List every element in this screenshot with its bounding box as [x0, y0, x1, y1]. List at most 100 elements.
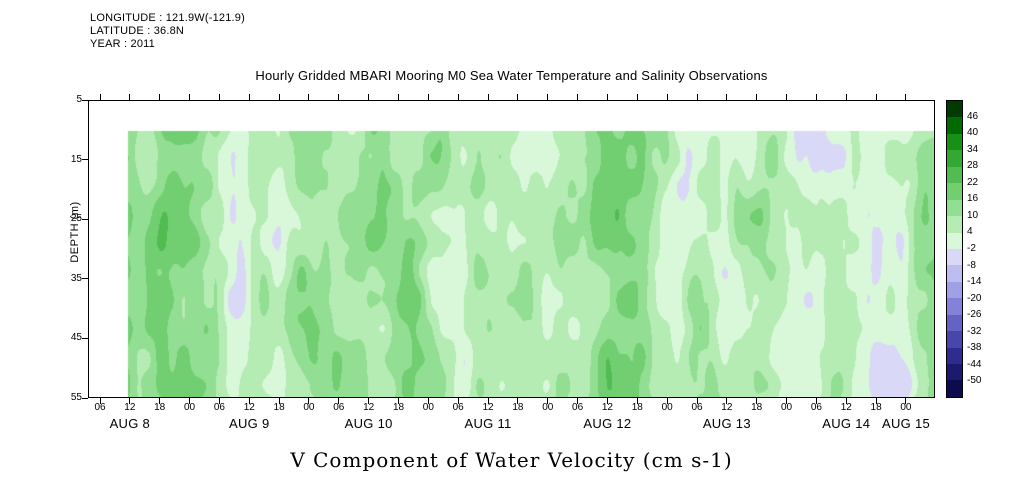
x-tick-mark-top	[99, 94, 101, 100]
colorbar-segment	[947, 166, 962, 184]
x-tick-mark-top	[547, 94, 549, 100]
y-tick-mark	[82, 397, 88, 399]
x-tick-mark-bottom	[726, 398, 728, 404]
x-hour-label: 06	[572, 402, 584, 413]
x-tick-mark-top	[248, 94, 250, 100]
latitude-label: LATITUDE : 36.8N	[90, 25, 185, 37]
x-tick-mark-top	[338, 94, 340, 100]
x-hour-label: 06	[213, 402, 225, 413]
x-tick-mark-bottom	[218, 398, 220, 404]
x-tick-mark-top	[577, 94, 579, 100]
colorbar-segment	[947, 380, 962, 397]
x-hour-label: 12	[363, 402, 375, 413]
x-tick-mark-top	[815, 94, 817, 100]
x-hour-label: 00	[900, 402, 912, 413]
x-tick-mark-bottom	[338, 398, 340, 404]
x-hour-label: 00	[183, 402, 196, 413]
x-tick-mark-bottom	[517, 398, 519, 404]
x-hour-label: 06	[452, 402, 464, 413]
x-tick-mark-bottom	[577, 398, 579, 404]
x-tick-mark-bottom	[368, 398, 370, 404]
x-hour-label: 12	[721, 402, 733, 413]
x-hour-label: 12	[601, 402, 613, 413]
x-hour-label: 12	[840, 402, 852, 413]
x-tick-mark-top	[756, 94, 758, 100]
date-label: AUG 12	[583, 416, 632, 431]
colorbar-label: 10	[967, 209, 979, 221]
x-tick-mark-bottom	[636, 398, 638, 404]
x-tick-mark-bottom	[248, 398, 250, 404]
x-hour-label: 18	[870, 402, 882, 413]
x-tick-mark-bottom	[786, 398, 788, 404]
y-tick-label: 25	[70, 213, 82, 225]
x-hour-label: 18	[273, 402, 285, 413]
x-tick-mark-top	[666, 94, 668, 100]
x-tick-mark-top	[845, 94, 847, 100]
plot-title: Hourly Gridded MBARI Mooring M0 Sea Wate…	[255, 68, 768, 83]
x-tick-mark-top	[308, 94, 310, 100]
colorbar-segment	[947, 331, 962, 348]
y-axis-title: DEPTH (m)	[69, 201, 81, 263]
x-hour-label: 00	[303, 402, 315, 413]
x-hour-label: 12	[124, 402, 136, 413]
date-label: AUG 15	[881, 416, 931, 431]
longitude-label: LONGITUDE : 121.9W(-121.9)	[90, 12, 245, 24]
y-tick-label: 5	[76, 94, 82, 105]
date-label: AUG 14	[822, 416, 871, 431]
x-tick-mark-bottom	[547, 398, 549, 404]
x-tick-mark-bottom	[845, 398, 847, 404]
x-tick-mark-top	[696, 94, 698, 100]
colorbar-label: -44	[967, 358, 982, 370]
x-tick-mark-bottom	[99, 398, 101, 404]
colorbar-label: -38	[967, 342, 982, 354]
colorbar-segment	[947, 150, 962, 167]
y-tick-mark	[82, 99, 88, 101]
date-label: AUG 10	[344, 416, 393, 431]
metadata-block: LONGITUDE : 121.9W(-121.9) LATITUDE : 36…	[90, 12, 245, 51]
x-tick-mark-top	[159, 94, 161, 100]
x-tick-mark-top	[905, 94, 907, 100]
y-tick-label: 15	[70, 153, 82, 165]
y-tick-label: 45	[70, 332, 82, 344]
colorbar-label: -20	[967, 292, 982, 304]
y-tick-label: 55	[70, 392, 82, 403]
x-hour-label: 00	[661, 402, 673, 413]
colorbar-segment	[947, 133, 962, 151]
x-tick-mark-bottom	[398, 398, 399, 404]
x-tick-mark-top	[726, 94, 728, 100]
date-label: AUG 8	[109, 416, 151, 431]
x-tick-mark-top	[427, 94, 429, 100]
date-label: AUG 11	[464, 416, 512, 431]
colorbar-label: -26	[967, 309, 982, 321]
x-hour-label: 00	[780, 402, 793, 413]
x-tick-mark-bottom	[308, 398, 310, 404]
x-hour-label: 18	[392, 402, 405, 413]
x-tick-mark-top	[189, 94, 191, 100]
colorbar-label: -14	[967, 276, 982, 288]
x-tick-mark-bottom	[189, 398, 191, 404]
x-tick-mark-top	[487, 94, 489, 100]
x-tick-mark-top	[875, 94, 877, 100]
colorbar-segment	[947, 117, 962, 134]
x-hour-label: 12	[243, 402, 255, 413]
x-tick-mark-bottom	[427, 398, 429, 404]
colorbar-label: 16	[967, 193, 979, 205]
plot-area	[88, 100, 935, 398]
colorbar-segment	[947, 265, 962, 282]
colorbar-label: 22	[967, 176, 979, 188]
x-axis-title: V Component of Water Velocity (cm s-1)	[290, 448, 733, 472]
colorbar-label: 4	[967, 226, 973, 238]
colorbar-label: -50	[967, 375, 982, 387]
x-tick-mark-top	[786, 94, 788, 100]
date-label: AUG 13	[702, 416, 751, 431]
x-tick-mark-bottom	[457, 398, 459, 404]
colorbar-segment	[947, 298, 962, 315]
x-tick-mark-bottom	[696, 398, 698, 404]
x-tick-mark-bottom	[278, 398, 280, 404]
x-tick-mark-top	[606, 94, 608, 100]
date-label: AUG 9	[228, 416, 270, 431]
x-tick-mark-bottom	[905, 398, 907, 404]
colorbar-label: -32	[967, 325, 982, 337]
colorbar-segment	[947, 281, 962, 299]
